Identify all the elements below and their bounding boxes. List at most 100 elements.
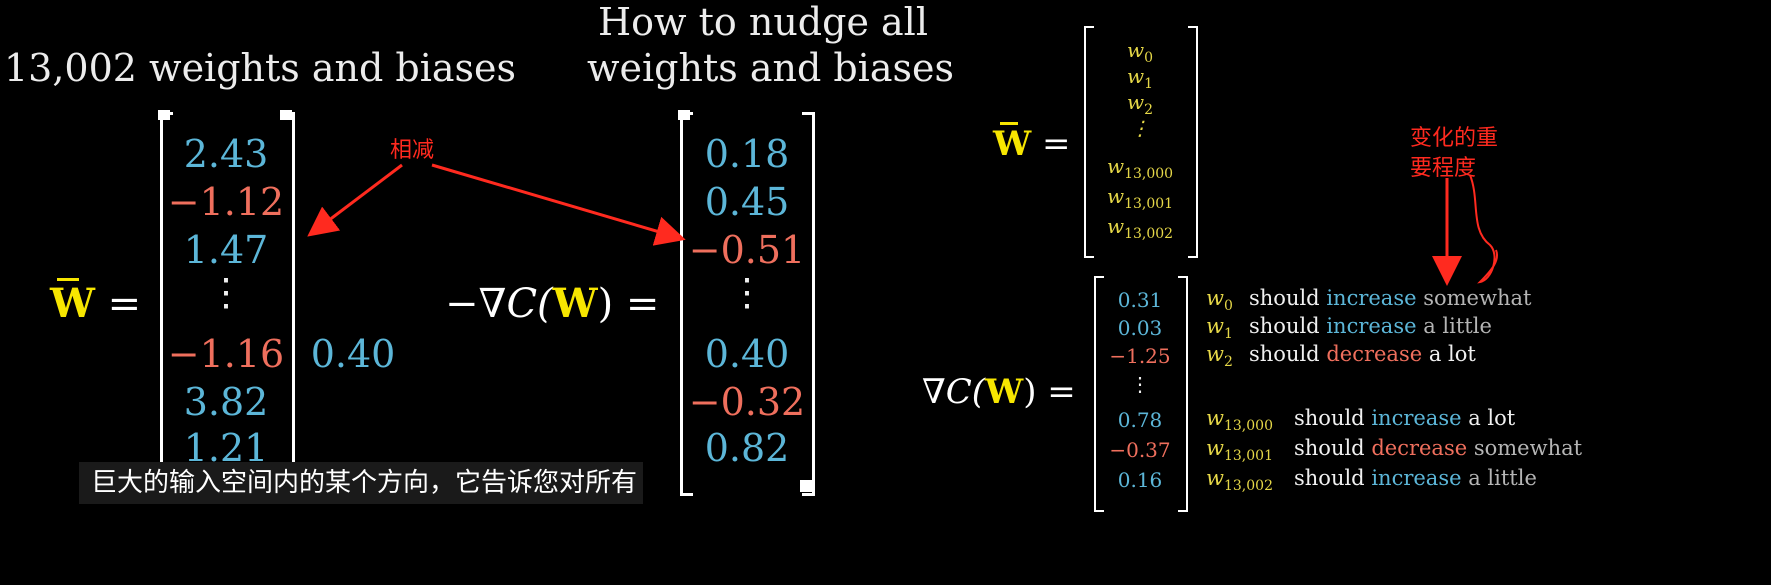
w-matrix-entry: −1.16: [167, 332, 285, 376]
gradient-prefix: ∇C(: [922, 372, 986, 412]
w-entry-subscript: 0: [1144, 50, 1154, 66]
w-entry-base: w: [1106, 154, 1125, 178]
direction-word: decrease: [1326, 342, 1423, 366]
weight-subscript: 13,002: [1223, 478, 1273, 495]
equals-sign: =: [107, 281, 142, 327]
weight-letter: w: [1206, 342, 1224, 366]
grad-matrix-entry: 0.45: [704, 180, 790, 224]
w-entry-base: w: [1126, 64, 1145, 88]
w-entry-base: ⋮: [1130, 116, 1150, 140]
w-matrix-entry: 3.82: [183, 380, 269, 424]
grad-row-value: 0.03: [1117, 316, 1163, 340]
w-matrix-entry: 1.47: [183, 228, 269, 272]
grad-row-weight-label: w13,001: [1206, 436, 1273, 464]
grad-matrix-entry: −0.51: [688, 228, 806, 272]
direction-word: increase: [1371, 406, 1462, 430]
grad-row-value: 0.16: [1117, 468, 1163, 492]
grad-row-value: 0.31: [1117, 288, 1163, 312]
importance-squiggle: [1469, 174, 1498, 284]
w-arrow-accent: [1000, 122, 1018, 125]
weight-subscript: 13,000: [1223, 418, 1273, 435]
importance-annotation-line1: 变化的重: [1410, 126, 1499, 151]
importance-annotation-line2: 要程度: [1410, 156, 1477, 181]
gradient-suffix: ) =: [1023, 372, 1076, 412]
grad-row-weight-label: w0: [1206, 286, 1233, 314]
weight-letter: w: [1206, 436, 1224, 460]
grad-row-value: ⋮: [1130, 372, 1150, 396]
w-bracket-corner: [158, 110, 170, 120]
grad-bracket-corner: [678, 110, 690, 120]
amount-word: a lot: [1428, 342, 1476, 366]
weight-subscript: 1: [1223, 326, 1233, 343]
w-entry-subscript: 13,002: [1124, 226, 1174, 242]
w-vector-entry: w0: [1092, 38, 1188, 66]
grad-row-description: should increase a little: [1294, 466, 1537, 490]
grad-row-description: should increase somewhat: [1249, 286, 1531, 310]
direction-word: increase: [1326, 286, 1417, 310]
w-letter: W: [552, 280, 598, 327]
w-vector-entry: ⋮: [1092, 116, 1188, 144]
weight-subscript: 13,001: [1223, 448, 1273, 465]
nudge-title-line1: How to nudge all: [598, 0, 928, 44]
grad-row-description: should decrease somewhat: [1294, 436, 1582, 460]
grad-row-value: −0.37: [1109, 438, 1171, 462]
grad-matrix-entry: 0.82: [704, 426, 790, 470]
grad-row-description: should increase a lot: [1294, 406, 1515, 430]
w-arrow-accent: [57, 278, 79, 281]
grad-row-weight-label: w13,000: [1206, 406, 1273, 434]
grad-matrix-entry: 0.18: [704, 132, 790, 176]
w-entry-base: w: [1106, 184, 1125, 208]
neg-gradient-prefix: −∇C(: [445, 281, 553, 327]
weight-subscript: 0: [1223, 298, 1233, 315]
weight-letter: w: [1206, 314, 1224, 338]
w-bracket-corner: [280, 110, 292, 120]
weight-letter: w: [1206, 406, 1224, 430]
should-word: should: [1249, 286, 1320, 310]
right-w-left-bracket: [1084, 26, 1094, 258]
amount-word: a little: [1423, 314, 1492, 338]
right-grad-left-bracket: [1094, 276, 1104, 512]
w-letter: W: [993, 124, 1032, 164]
w-entry-subscript: 2: [1144, 102, 1154, 118]
direction-word: decrease: [1371, 436, 1468, 460]
should-word: should: [1294, 406, 1365, 430]
w-entry-base: w: [1126, 38, 1145, 62]
nudge-title-line2: weights and biases: [587, 46, 954, 90]
w-entry-base: w: [1126, 90, 1145, 114]
w-matrix-entry: −1.12: [167, 180, 285, 224]
amount-word: a little: [1468, 466, 1537, 490]
neg-gradient-suffix: ) =: [597, 281, 660, 327]
w-vector-entry: w13,002: [1092, 214, 1188, 242]
stray-value: 0.40: [310, 332, 396, 376]
grad-matrix-entry: 0.40: [704, 332, 790, 376]
w-entry-base: w: [1106, 214, 1125, 238]
w-letter: W: [985, 372, 1024, 412]
should-word: should: [1294, 466, 1365, 490]
grad-row-value: 0.78: [1117, 408, 1163, 432]
grad-row-value: −1.25: [1109, 344, 1171, 368]
grad-matrix-right-bracket: [802, 112, 815, 496]
w-vector-entry: w2: [1092, 90, 1188, 118]
arrow-to-w-matrix: [307, 163, 403, 237]
w-vector-entry: w13,001: [1092, 184, 1188, 212]
grad-bracket-corner: [800, 480, 814, 492]
amount-word: somewhat: [1473, 436, 1583, 460]
weight-letter: w: [1206, 466, 1224, 490]
arrow-to-grad-matrix: [431, 163, 686, 246]
equals-sign: =: [1042, 124, 1071, 164]
w-letter: W: [50, 280, 95, 327]
direction-word: increase: [1371, 466, 1462, 490]
weight-letter: w: [1206, 286, 1224, 310]
direction-word: increase: [1326, 314, 1417, 338]
should-word: should: [1249, 314, 1320, 338]
neg-gradient-expression: −∇C(W) =: [445, 280, 659, 327]
subtract-annotation: 相减: [390, 138, 435, 163]
weight-subscript: 2: [1223, 354, 1233, 371]
video-subtitle: 巨大的输入空间内的某个方向，它告诉您对所有: [79, 462, 644, 504]
should-word: should: [1294, 436, 1365, 460]
w-entry-subscript: 13,000: [1124, 166, 1174, 182]
w-vector-symbol: W =: [50, 280, 141, 327]
w-entry-subscript: 1: [1144, 76, 1154, 92]
right-gradient-expression: ∇C(W) =: [922, 372, 1076, 412]
right-w-right-bracket: [1188, 26, 1198, 258]
